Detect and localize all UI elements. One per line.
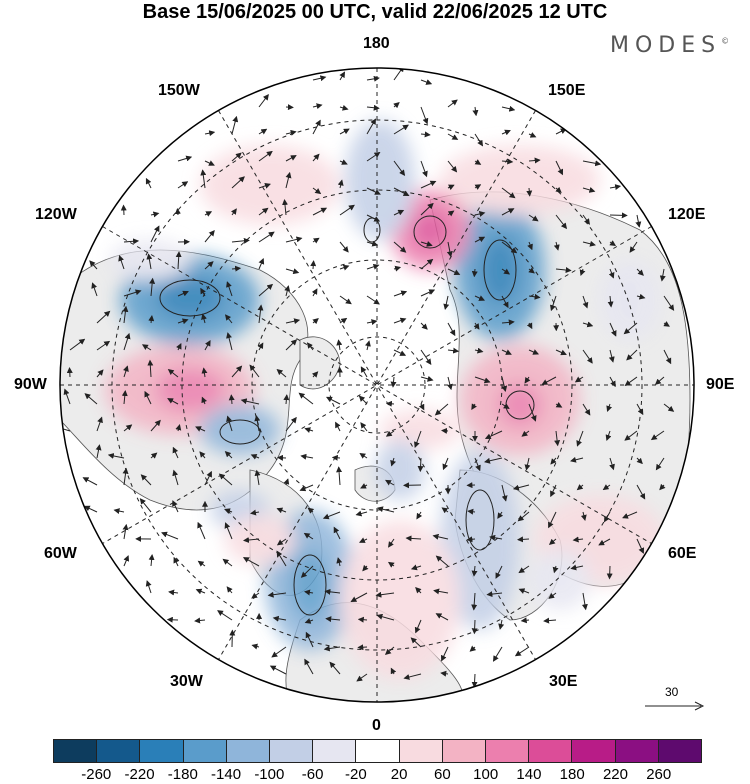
lon-label-60w: 60W [44,545,77,563]
lon-label-90w: 90W [14,376,47,394]
colorbar-tick-label: -20 [336,766,376,783]
colorbar-tick-label: -260 [76,766,116,783]
wind-vector [231,395,232,404]
colorbar-segment [528,740,571,762]
lon-label-30e: 30E [549,673,577,691]
colorbar-tick-label: 140 [509,766,549,783]
colorbar-tick-label: -100 [249,766,289,783]
wind-vector [358,647,367,648]
colorbar-tick-label: 180 [552,766,592,783]
colorbar-tick-label: 60 [422,766,462,783]
colorbar-segment [658,740,701,762]
wind-vector [474,674,475,687]
colorbar-segment [269,740,312,762]
colorbar-segment [139,740,182,762]
wind-vector [518,539,529,540]
colorbar-tick-label: -180 [163,766,203,783]
colorbar-segment [226,740,269,762]
wind-vector [610,215,627,216]
wind-vector [177,209,178,215]
wind-vector [474,269,475,276]
wind-vector [313,261,314,269]
colorbar-segment [615,740,658,762]
wind-vector [359,619,367,620]
colorbar-tick-label: -220 [120,766,160,783]
colorbar-segment [485,740,528,762]
colorbar-segment [399,740,442,762]
lon-label-120w: 120W [35,206,77,224]
colorbar-tick-label: -140 [206,766,246,783]
reference-vector-label: 30 [665,685,678,699]
wind-vector [529,188,530,196]
colorbar-segment [571,740,614,762]
colorbar-segment [96,740,139,762]
wind-vector [333,457,340,458]
lon-label-120e: 120E [668,206,705,224]
colorbar-segment [442,740,485,762]
colorbar-tick-label: 100 [466,766,506,783]
lon-label-150e: 150E [548,82,585,100]
lon-label-150w: 150W [158,82,200,100]
lon-label-0: 0 [372,717,381,735]
reference-vector-arrow [645,700,705,712]
lon-label-180: 180 [363,35,390,53]
colorbar [53,739,702,763]
colorbar-tick-label: 220 [595,766,635,783]
lon-label-30w: 30W [170,673,203,691]
wind-vector [442,431,448,432]
lon-label-60e: 60E [668,545,696,563]
colorbar-segment [355,740,398,762]
colorbar-segment [54,740,96,762]
wind-vector [124,206,125,216]
wind-vector [70,368,71,377]
lon-label-90e: 90E [706,376,734,394]
colorbar-segment [312,740,355,762]
colorbar-segment [183,740,226,762]
colorbar-tick-label: 260 [639,766,679,783]
wind-vector [610,566,611,579]
colorbar-tick-label: -60 [293,766,333,783]
colorbar-tick-label: 20 [379,766,419,783]
